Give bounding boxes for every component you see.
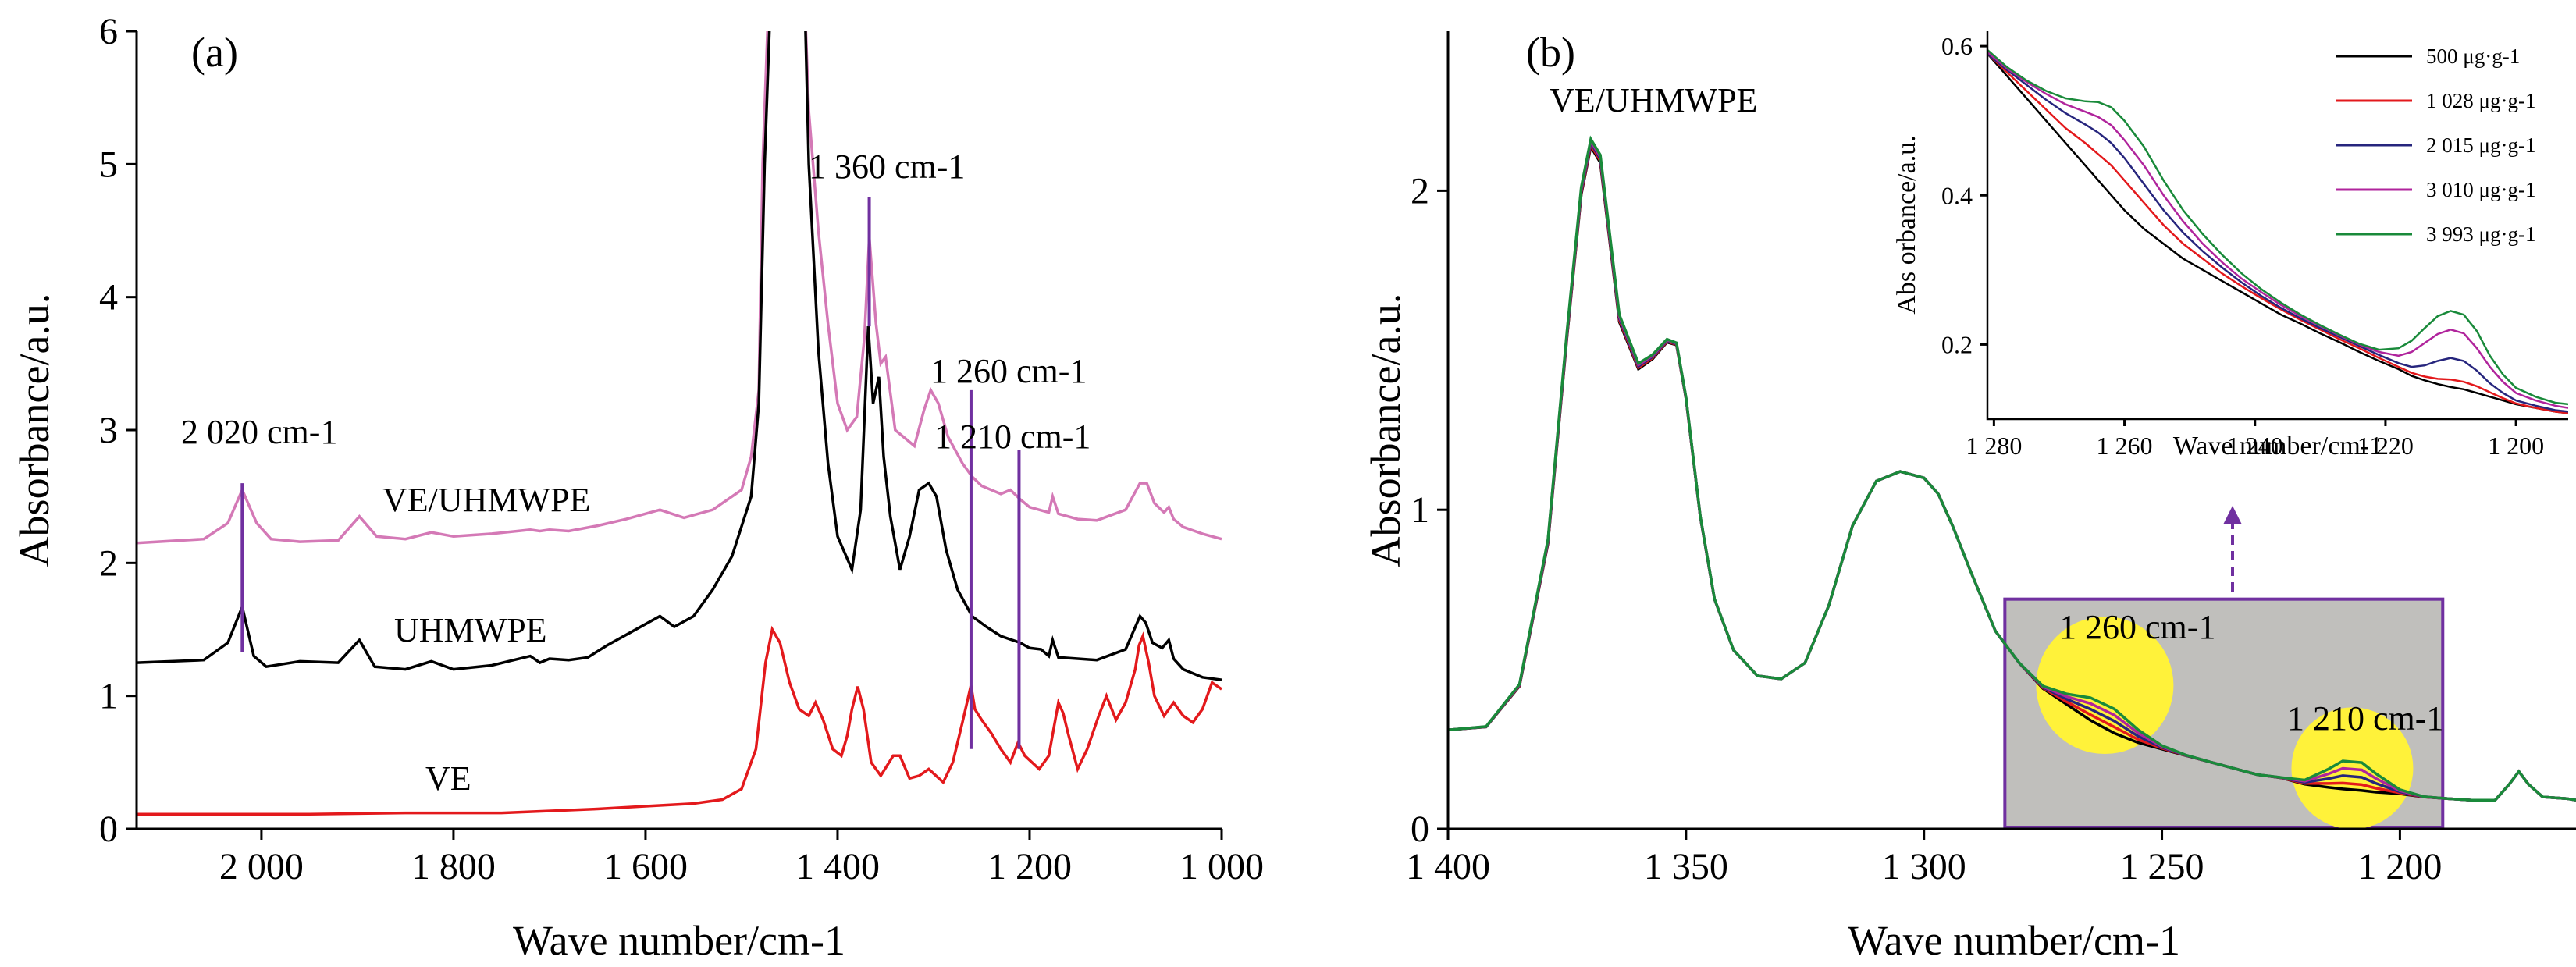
x-axis-ticks-b: 1 400 1 350 1 300 1 250 1 200 (1406, 829, 2442, 887)
legend-label: 1 028 μg·g-1 (2426, 89, 2535, 112)
inset-lines (1987, 48, 2568, 414)
x-tick-label: 2 000 (219, 846, 304, 887)
y-tick-label: 5 (99, 144, 118, 185)
inset-chart: 0.2 0.4 0.6 1 280 1 260 1 240 1 220 1 200 Wave… (1892, 31, 2568, 460)
y-tick-label: 3 (99, 410, 118, 451)
y-tick-label: 0.2 (1941, 330, 1973, 358)
panel-a-lines (137, 31, 1222, 816)
annotation-1210-b: 1 210 cm-1 (2287, 699, 2443, 738)
x-axis-label-a: Wave number/cm-1 (513, 917, 845, 964)
panel-b-lines (1448, 135, 2576, 802)
y-tick-label: 6 (99, 11, 118, 52)
series-line-b (1448, 135, 2576, 802)
x-tick-label: 1 600 (603, 846, 688, 887)
legend-label: 3 010 μg·g-1 (2426, 178, 2535, 201)
legend-label: 2 015 μg·g-1 (2426, 133, 2535, 157)
x-axis-ticks-inset: 1 280 1 260 1 240 1 220 1 200 (1966, 419, 2544, 460)
y-tick-label: 2 (99, 542, 118, 584)
series-line-uhmwpe (137, 31, 1222, 681)
y-tick-label: 0 (99, 809, 118, 850)
x-tick-label: 1 200 (2488, 432, 2544, 460)
label-ve-uhmwpe: VE/UHMWPE (382, 481, 590, 519)
y-axis-ticks-inset: 0.2 0.4 0.6 (1941, 32, 1987, 358)
x-tick-label: 1 400 (1406, 846, 1490, 887)
x-axis-label-b: Wave number/cm-1 (1848, 917, 2180, 964)
label-ve: VE (425, 759, 471, 798)
y-tick-label: 1 (1411, 489, 1429, 531)
x-axis-label-inset: Wave number/cm-1 (2173, 432, 2382, 460)
panel-b-title: VE/UHMWPE (1550, 81, 1757, 119)
dashed-arrow-head (2223, 506, 2242, 524)
panel-label-a: (a) (191, 29, 238, 76)
series-line-inset (1987, 51, 2568, 409)
series-line-inset (1987, 52, 2568, 414)
y-tick-label: 1 (99, 676, 118, 717)
legend-label: 3 993 μg·g-1 (2426, 222, 2535, 246)
x-tick-label: 1 000 (1179, 846, 1264, 887)
x-tick-label: 1 250 (2120, 846, 2204, 887)
y-tick-label: 0.6 (1941, 32, 1973, 60)
x-tick-label: 1 300 (1882, 846, 1966, 887)
y-tick-label: 0 (1411, 809, 1429, 850)
x-tick-label: 1 240 (2227, 432, 2283, 460)
x-tick-label: 1 280 (1966, 432, 2022, 460)
x-axis-ticks-a: 2 000 1 800 1 600 1 400 1 200 1 000 (219, 829, 1264, 887)
series-line-inset (1987, 52, 2568, 414)
panel-a: 0 1 2 3 4 5 6 2 000 1 800 1 600 1 400 1 200 1 000 (… (11, 11, 1264, 964)
x-tick-label: 1 260 (2097, 432, 2153, 460)
annotation-1360: 1 360 cm-1 (809, 148, 965, 186)
annotation-1260-b: 1 260 cm-1 (2059, 608, 2215, 646)
series-line-inset (1987, 48, 2568, 406)
x-tick-label: 1 400 (795, 846, 880, 887)
annotation-1210: 1 210 cm-1 (934, 418, 1091, 456)
x-tick-label: 1 220 (2357, 432, 2414, 460)
y-tick-label: 0.4 (1941, 181, 1973, 209)
annotation-2020: 2 020 cm-1 (181, 413, 337, 451)
y-axis-ticks-a: 0 1 2 3 4 5 6 (99, 11, 137, 850)
series-line-ve (137, 625, 1222, 816)
y-axis-label-b: Absorbance/a.u. (1362, 293, 1409, 567)
label-uhmwpe: UHMWPE (394, 611, 547, 649)
x-tick-label: 1 800 (411, 846, 496, 887)
y-axis-label-a: Absorbance/a.u. (11, 293, 58, 567)
y-tick-label: 4 (99, 277, 118, 318)
y-axis-label-inset: Abs orbance/a.u. (1892, 135, 1921, 314)
peak-marker-lines (240, 197, 1021, 749)
legend-label: 500 μg·g-1 (2426, 44, 2520, 68)
legend: 500 μg·g-1 1 028 μg·g-1 2 015 μg·g-1 3 010 … (2336, 44, 2535, 246)
series-line-inset (1987, 52, 2568, 413)
x-tick-label: 1 200 (987, 846, 1072, 887)
annotation-1260: 1 260 cm-1 (930, 352, 1087, 390)
y-tick-label: 2 (1411, 170, 1429, 212)
x-tick-label: 1 200 (2357, 846, 2442, 887)
x-tick-label: 1 350 (1644, 846, 1728, 887)
panel-b: 0 1 2 1 400 1 350 1 300 1 250 1 200 (b) VE/UHM… (1362, 29, 2576, 964)
panel-label-b: (b) (1526, 29, 1575, 76)
y-axis-ticks-b: 0 1 2 (1411, 170, 1448, 850)
highlight-circle (2036, 617, 2174, 755)
axis-frame-inset (1986, 31, 2568, 421)
series-line-ve-uhmwpe (137, 31, 1222, 545)
